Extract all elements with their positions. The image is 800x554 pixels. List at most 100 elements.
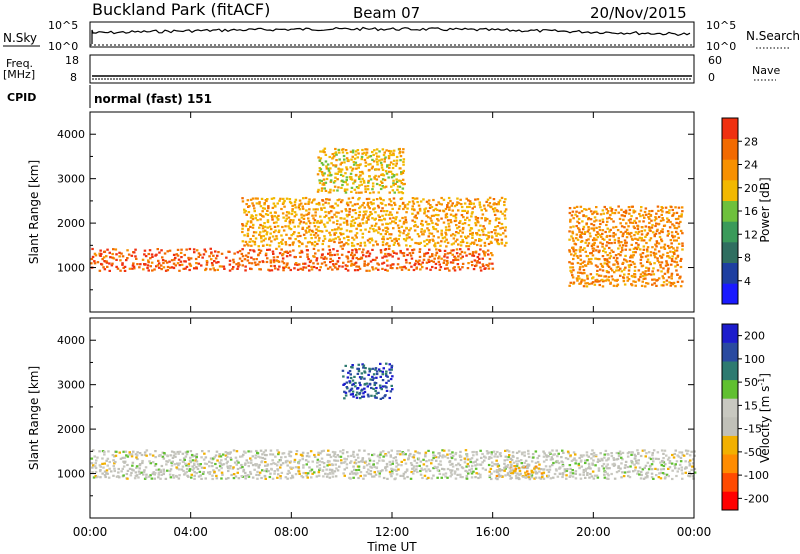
power-cell <box>457 266 460 269</box>
velocity-cell <box>684 449 688 452</box>
power-cell <box>679 259 682 262</box>
velocity-cell <box>215 450 219 453</box>
velocity-cell <box>674 463 677 466</box>
velocity-cell <box>509 461 512 464</box>
velocity-cell <box>404 462 408 465</box>
power-cell <box>306 253 309 256</box>
velocity-cell <box>356 472 359 475</box>
power-cell <box>101 258 104 261</box>
power-cell <box>587 238 590 241</box>
power-cell <box>351 244 354 247</box>
velocity-cell <box>159 470 163 473</box>
velocity-cell <box>286 459 289 462</box>
power-cell <box>434 262 438 265</box>
power-cell <box>158 266 161 269</box>
power-cell <box>478 203 482 206</box>
power-cell <box>377 263 381 266</box>
velocity-cell <box>342 449 345 452</box>
power-cell <box>384 252 387 256</box>
power-cell <box>174 264 177 267</box>
power-cell <box>93 252 97 255</box>
power-cell <box>458 268 462 271</box>
velocity-cell <box>434 456 438 459</box>
power-cell <box>655 212 658 215</box>
velocity-cell <box>561 472 565 475</box>
power-cell <box>468 229 472 232</box>
velocity-cell <box>643 466 646 469</box>
power-cell <box>609 228 612 231</box>
power-cell <box>631 256 634 259</box>
velocity-cell <box>421 476 424 480</box>
power-cell <box>646 282 650 285</box>
power-cell <box>481 257 484 260</box>
power-cell <box>341 265 344 268</box>
velocity-cell <box>488 456 491 459</box>
power-cell <box>341 151 345 154</box>
power-cell <box>293 225 296 228</box>
velocity-cell <box>191 455 195 458</box>
velocity-cell <box>277 473 280 476</box>
velocity-cell <box>276 476 279 479</box>
power-cell <box>333 155 336 158</box>
velocity-cell <box>172 454 176 457</box>
velocity-cell <box>92 476 96 479</box>
velocity-cell <box>678 463 682 466</box>
power-cell <box>318 269 321 272</box>
nsky-label: N.Sky <box>3 31 37 45</box>
velocity-cell <box>288 471 291 474</box>
power-cell <box>371 188 374 191</box>
power-cell <box>362 254 365 257</box>
power-cell <box>176 248 180 251</box>
power-cell <box>116 267 120 270</box>
power-cell <box>170 266 174 269</box>
power-cell <box>204 268 207 272</box>
velocity-cell <box>459 458 463 462</box>
power-cell <box>398 147 401 151</box>
power-cell <box>367 163 370 166</box>
power-cell <box>619 222 622 225</box>
power-cell <box>625 241 628 244</box>
velocity-cell <box>557 461 561 465</box>
velocity-cell <box>578 473 582 476</box>
power-cell <box>291 204 294 207</box>
velocity-cell <box>673 452 676 456</box>
power-cell <box>348 210 351 213</box>
power-cell <box>634 251 637 254</box>
velocity-cell <box>330 468 334 471</box>
power-cell <box>665 262 669 265</box>
power-cell <box>363 244 367 247</box>
power-cell <box>438 209 441 212</box>
power-cell <box>621 235 624 238</box>
velocity-cell <box>389 371 392 374</box>
power-cell <box>298 199 302 202</box>
power-cell <box>471 234 474 237</box>
velocity-cell <box>605 477 609 480</box>
velocity-colorbar-segment <box>722 472 738 492</box>
power-cell <box>352 244 356 247</box>
velocity-cell <box>546 474 549 477</box>
power-cell <box>630 215 633 218</box>
velocity-cell <box>201 472 205 475</box>
power-cell <box>327 191 331 194</box>
power-cell <box>272 231 276 234</box>
velocity-cell <box>375 392 378 395</box>
power-cell <box>639 253 642 256</box>
velocity-cell <box>356 387 360 390</box>
power-cell <box>660 270 663 273</box>
power-cell <box>381 214 384 217</box>
velocity-cell <box>103 462 106 465</box>
power-cell <box>599 274 603 277</box>
power-cell <box>620 225 624 228</box>
power-cell <box>250 267 253 271</box>
power-cell <box>504 226 507 229</box>
velocity-cell <box>558 472 562 475</box>
power-cell <box>237 265 240 268</box>
velocity-cell <box>289 477 293 480</box>
velocity-cell <box>451 462 454 465</box>
power-cell <box>448 208 451 211</box>
velocity-cell <box>603 473 606 476</box>
power-cell <box>386 264 389 267</box>
power-cell <box>337 148 340 151</box>
velocity-cell <box>138 467 141 470</box>
velocity-cell <box>425 477 429 480</box>
